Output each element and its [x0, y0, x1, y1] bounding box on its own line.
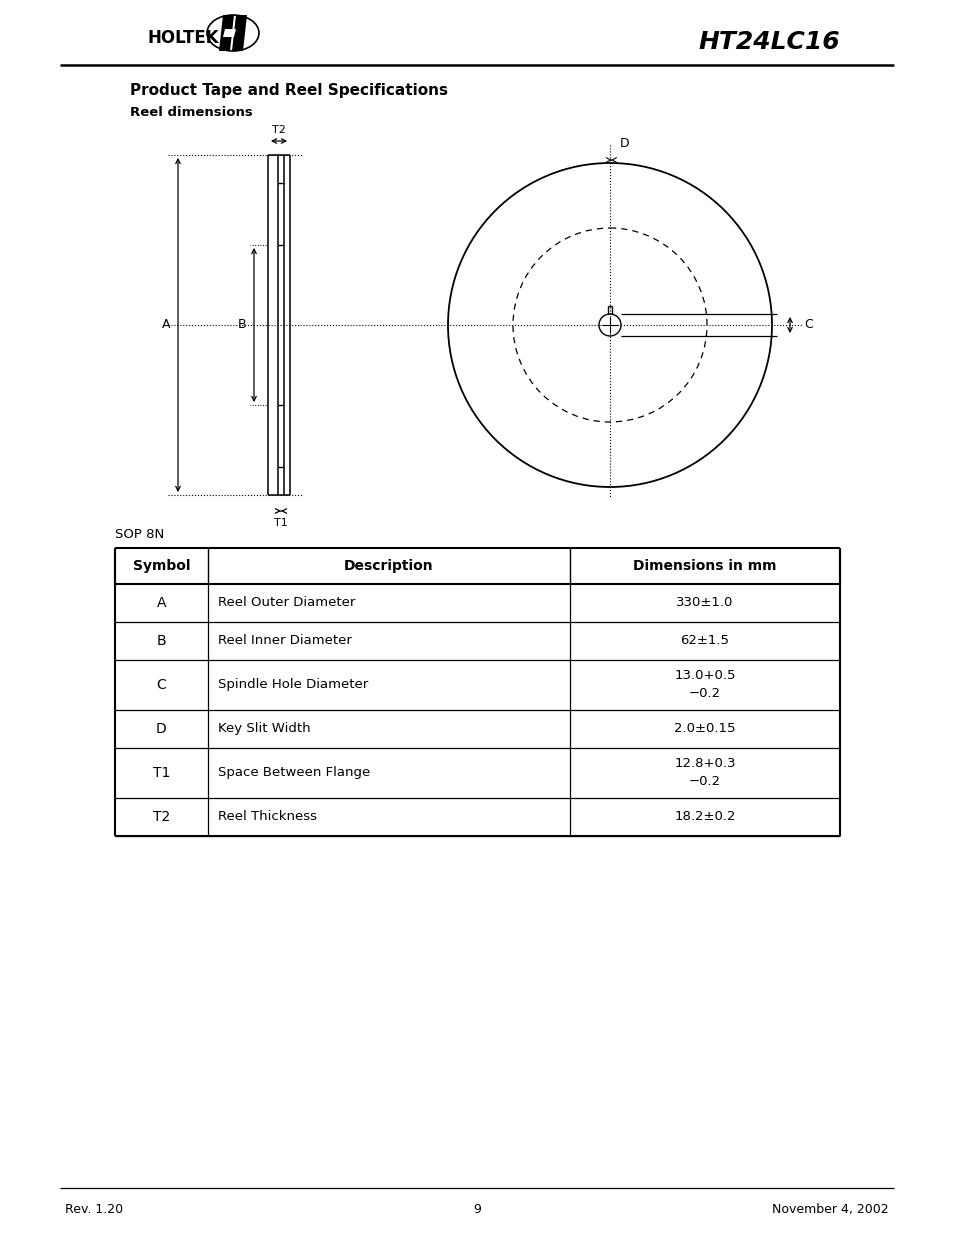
Text: Reel Inner Diameter: Reel Inner Diameter	[218, 635, 352, 647]
Text: C: C	[803, 319, 812, 331]
Text: Rev. 1.20: Rev. 1.20	[65, 1203, 123, 1216]
Text: Dimensions in mm: Dimensions in mm	[633, 559, 776, 573]
Text: T2: T2	[272, 125, 286, 135]
Text: A: A	[156, 597, 166, 610]
Text: D: D	[156, 722, 167, 736]
Text: B: B	[156, 634, 166, 648]
Text: 9: 9	[473, 1203, 480, 1216]
Text: B: B	[237, 319, 246, 331]
Text: November 4, 2002: November 4, 2002	[772, 1203, 888, 1216]
Text: Spindle Hole Diameter: Spindle Hole Diameter	[218, 678, 368, 692]
Polygon shape	[223, 28, 235, 37]
Text: Product Tape and Reel Specifications: Product Tape and Reel Specifications	[130, 83, 448, 98]
Text: A: A	[162, 319, 170, 331]
Text: HT24LC16: HT24LC16	[698, 30, 840, 54]
Text: Reel dimensions: Reel dimensions	[130, 105, 253, 119]
Text: Key Slit Width: Key Slit Width	[218, 722, 311, 736]
Text: 13.0+0.5: 13.0+0.5	[674, 669, 735, 683]
Text: 18.2±0.2: 18.2±0.2	[674, 810, 735, 824]
Text: T2: T2	[152, 810, 170, 824]
Text: 2.0±0.15: 2.0±0.15	[674, 722, 735, 736]
Text: Space Between Flange: Space Between Flange	[218, 767, 370, 779]
Text: Description: Description	[344, 559, 434, 573]
Polygon shape	[219, 15, 233, 51]
Text: −0.2: −0.2	[688, 688, 720, 700]
Text: SOP 8N: SOP 8N	[115, 527, 164, 541]
Text: C: C	[156, 678, 166, 692]
Text: 62±1.5: 62±1.5	[679, 635, 729, 647]
Text: 330±1.0: 330±1.0	[676, 597, 733, 610]
Text: D: D	[619, 137, 629, 149]
Text: Reel Outer Diameter: Reel Outer Diameter	[218, 597, 355, 610]
Text: Symbol: Symbol	[132, 559, 190, 573]
Text: HOLTEK: HOLTEK	[148, 28, 219, 47]
Polygon shape	[232, 15, 247, 51]
Text: Reel Thickness: Reel Thickness	[218, 810, 316, 824]
Text: −0.2: −0.2	[688, 776, 720, 788]
Text: T1: T1	[274, 517, 288, 529]
Text: 12.8+0.3: 12.8+0.3	[674, 757, 735, 771]
Text: T1: T1	[152, 766, 170, 781]
